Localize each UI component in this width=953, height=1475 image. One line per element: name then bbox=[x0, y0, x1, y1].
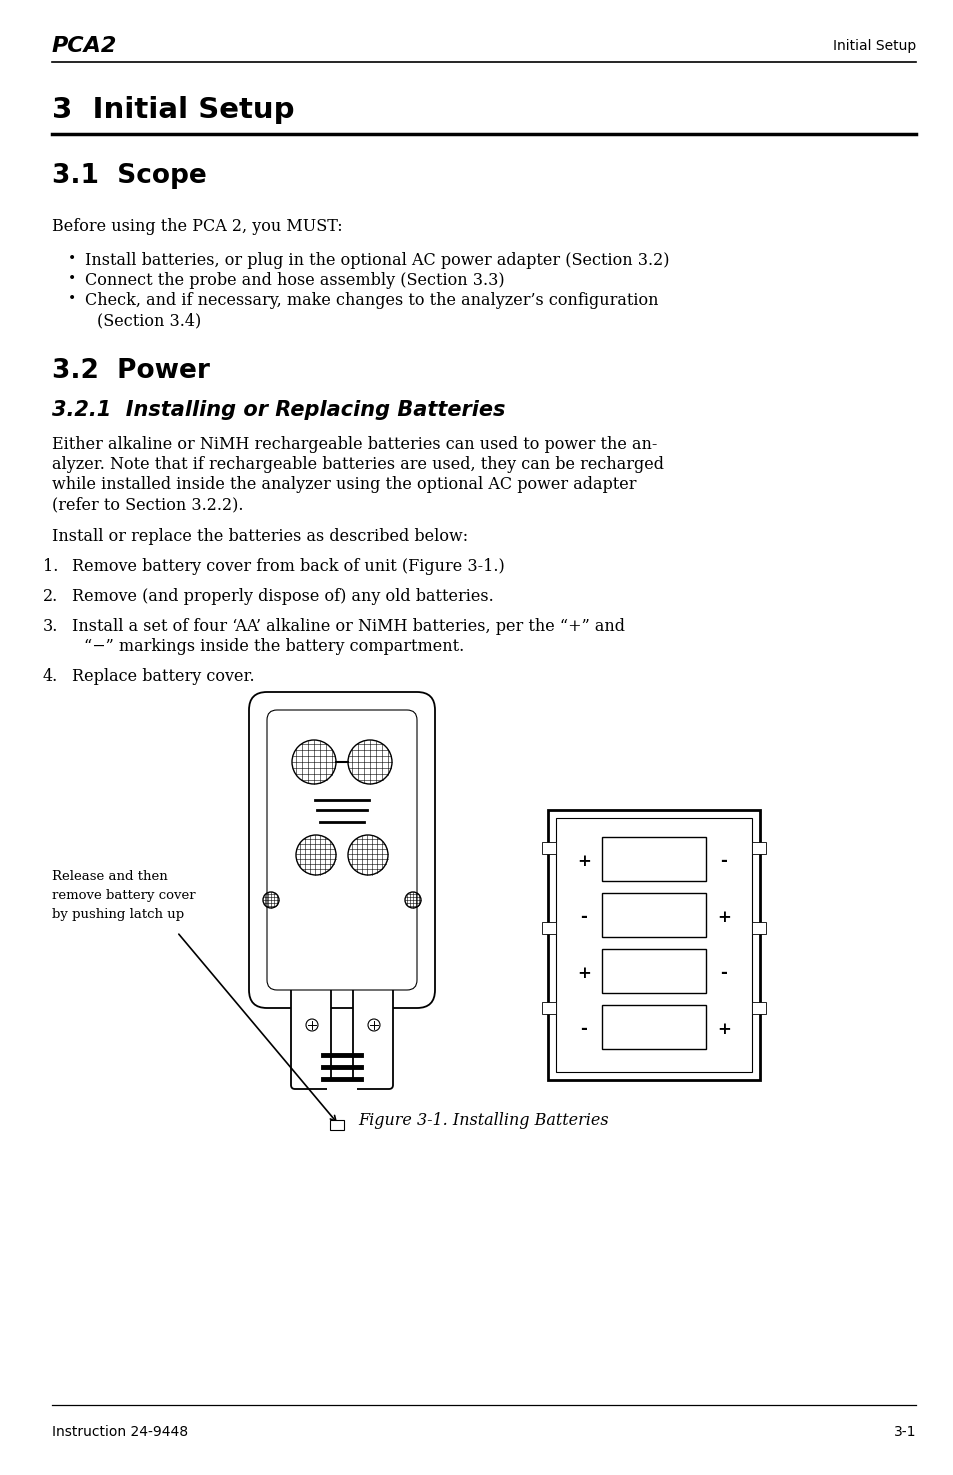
Text: Before using the PCA 2, you MUST:: Before using the PCA 2, you MUST: bbox=[52, 218, 342, 235]
Text: +: + bbox=[717, 909, 730, 925]
Text: Instruction 24-9448: Instruction 24-9448 bbox=[52, 1425, 188, 1440]
Text: PCA2: PCA2 bbox=[52, 35, 117, 56]
Text: •: • bbox=[68, 252, 76, 266]
Bar bbox=[601, 836, 705, 881]
FancyBboxPatch shape bbox=[267, 709, 416, 990]
Bar bbox=[601, 892, 705, 937]
Text: 2.: 2. bbox=[43, 589, 58, 605]
Text: Connect the probe and hose assembly (Section 3.3): Connect the probe and hose assembly (Sec… bbox=[85, 271, 504, 289]
Text: (Section 3.4): (Section 3.4) bbox=[97, 313, 201, 329]
Bar bbox=[547, 810, 760, 1080]
Text: Release and then
remove battery cover
by pushing latch up: Release and then remove battery cover by… bbox=[52, 870, 195, 920]
Bar bbox=[556, 819, 751, 1072]
Text: +: + bbox=[577, 853, 590, 869]
Bar bbox=[751, 922, 765, 934]
Text: Check, and if necessary, make changes to the analyzer’s configuration: Check, and if necessary, make changes to… bbox=[85, 292, 658, 308]
Text: while installed inside the analyzer using the optional AC power adapter: while installed inside the analyzer usin… bbox=[52, 476, 636, 493]
Text: Initial Setup: Initial Setup bbox=[832, 38, 915, 53]
Text: 4.: 4. bbox=[43, 668, 58, 684]
Text: •: • bbox=[68, 292, 76, 305]
Text: -: - bbox=[720, 965, 727, 981]
Text: -: - bbox=[580, 1021, 587, 1037]
Text: Either alkaline or NiMH rechargeable batteries can used to power the an-: Either alkaline or NiMH rechargeable bat… bbox=[52, 437, 657, 453]
Text: Replace battery cover.: Replace battery cover. bbox=[71, 668, 254, 684]
FancyBboxPatch shape bbox=[291, 985, 331, 1089]
FancyBboxPatch shape bbox=[249, 692, 435, 1007]
Text: •: • bbox=[68, 271, 76, 286]
Text: -: - bbox=[720, 853, 727, 869]
Text: 3.2.1  Installing or Replacing Batteries: 3.2.1 Installing or Replacing Batteries bbox=[52, 400, 505, 420]
Text: Remove (and properly dispose of) any old batteries.: Remove (and properly dispose of) any old… bbox=[71, 589, 494, 605]
Text: “−” markings inside the battery compartment.: “−” markings inside the battery compartm… bbox=[84, 639, 464, 655]
FancyBboxPatch shape bbox=[353, 985, 393, 1089]
Text: alyzer. Note that if rechargeable batteries are used, they can be recharged: alyzer. Note that if rechargeable batter… bbox=[52, 456, 663, 473]
Bar bbox=[327, 1080, 356, 1184]
Bar bbox=[751, 842, 765, 854]
Text: (refer to Section 3.2.2).: (refer to Section 3.2.2). bbox=[52, 496, 243, 513]
Bar bbox=[541, 842, 556, 854]
Text: 1.: 1. bbox=[43, 558, 58, 575]
Text: 3.1  Scope: 3.1 Scope bbox=[52, 164, 207, 189]
Bar bbox=[541, 1002, 556, 1013]
Text: +: + bbox=[717, 1021, 730, 1037]
Bar bbox=[601, 948, 705, 993]
Text: Install a set of four ‘AA’ alkaline or NiMH batteries, per the “+” and: Install a set of four ‘AA’ alkaline or N… bbox=[71, 618, 624, 636]
Text: -: - bbox=[580, 909, 587, 925]
Text: Install batteries, or plug in the optional AC power adapter (Section 3.2): Install batteries, or plug in the option… bbox=[85, 252, 669, 268]
Text: 3-1: 3-1 bbox=[893, 1425, 915, 1440]
Text: Remove battery cover from back of unit (Figure 3-1.): Remove battery cover from back of unit (… bbox=[71, 558, 504, 575]
Text: Figure 3-1. Installing Batteries: Figure 3-1. Installing Batteries bbox=[358, 1112, 609, 1128]
Text: +: + bbox=[577, 965, 590, 981]
Text: 3.: 3. bbox=[43, 618, 58, 636]
Bar bbox=[541, 922, 556, 934]
Text: Install or replace the batteries as described below:: Install or replace the batteries as desc… bbox=[52, 528, 468, 544]
Bar bbox=[601, 1004, 705, 1049]
Text: 3  Initial Setup: 3 Initial Setup bbox=[52, 96, 294, 124]
Text: 3.2  Power: 3.2 Power bbox=[52, 358, 210, 384]
Bar bbox=[330, 1120, 344, 1130]
Bar bbox=[751, 1002, 765, 1013]
